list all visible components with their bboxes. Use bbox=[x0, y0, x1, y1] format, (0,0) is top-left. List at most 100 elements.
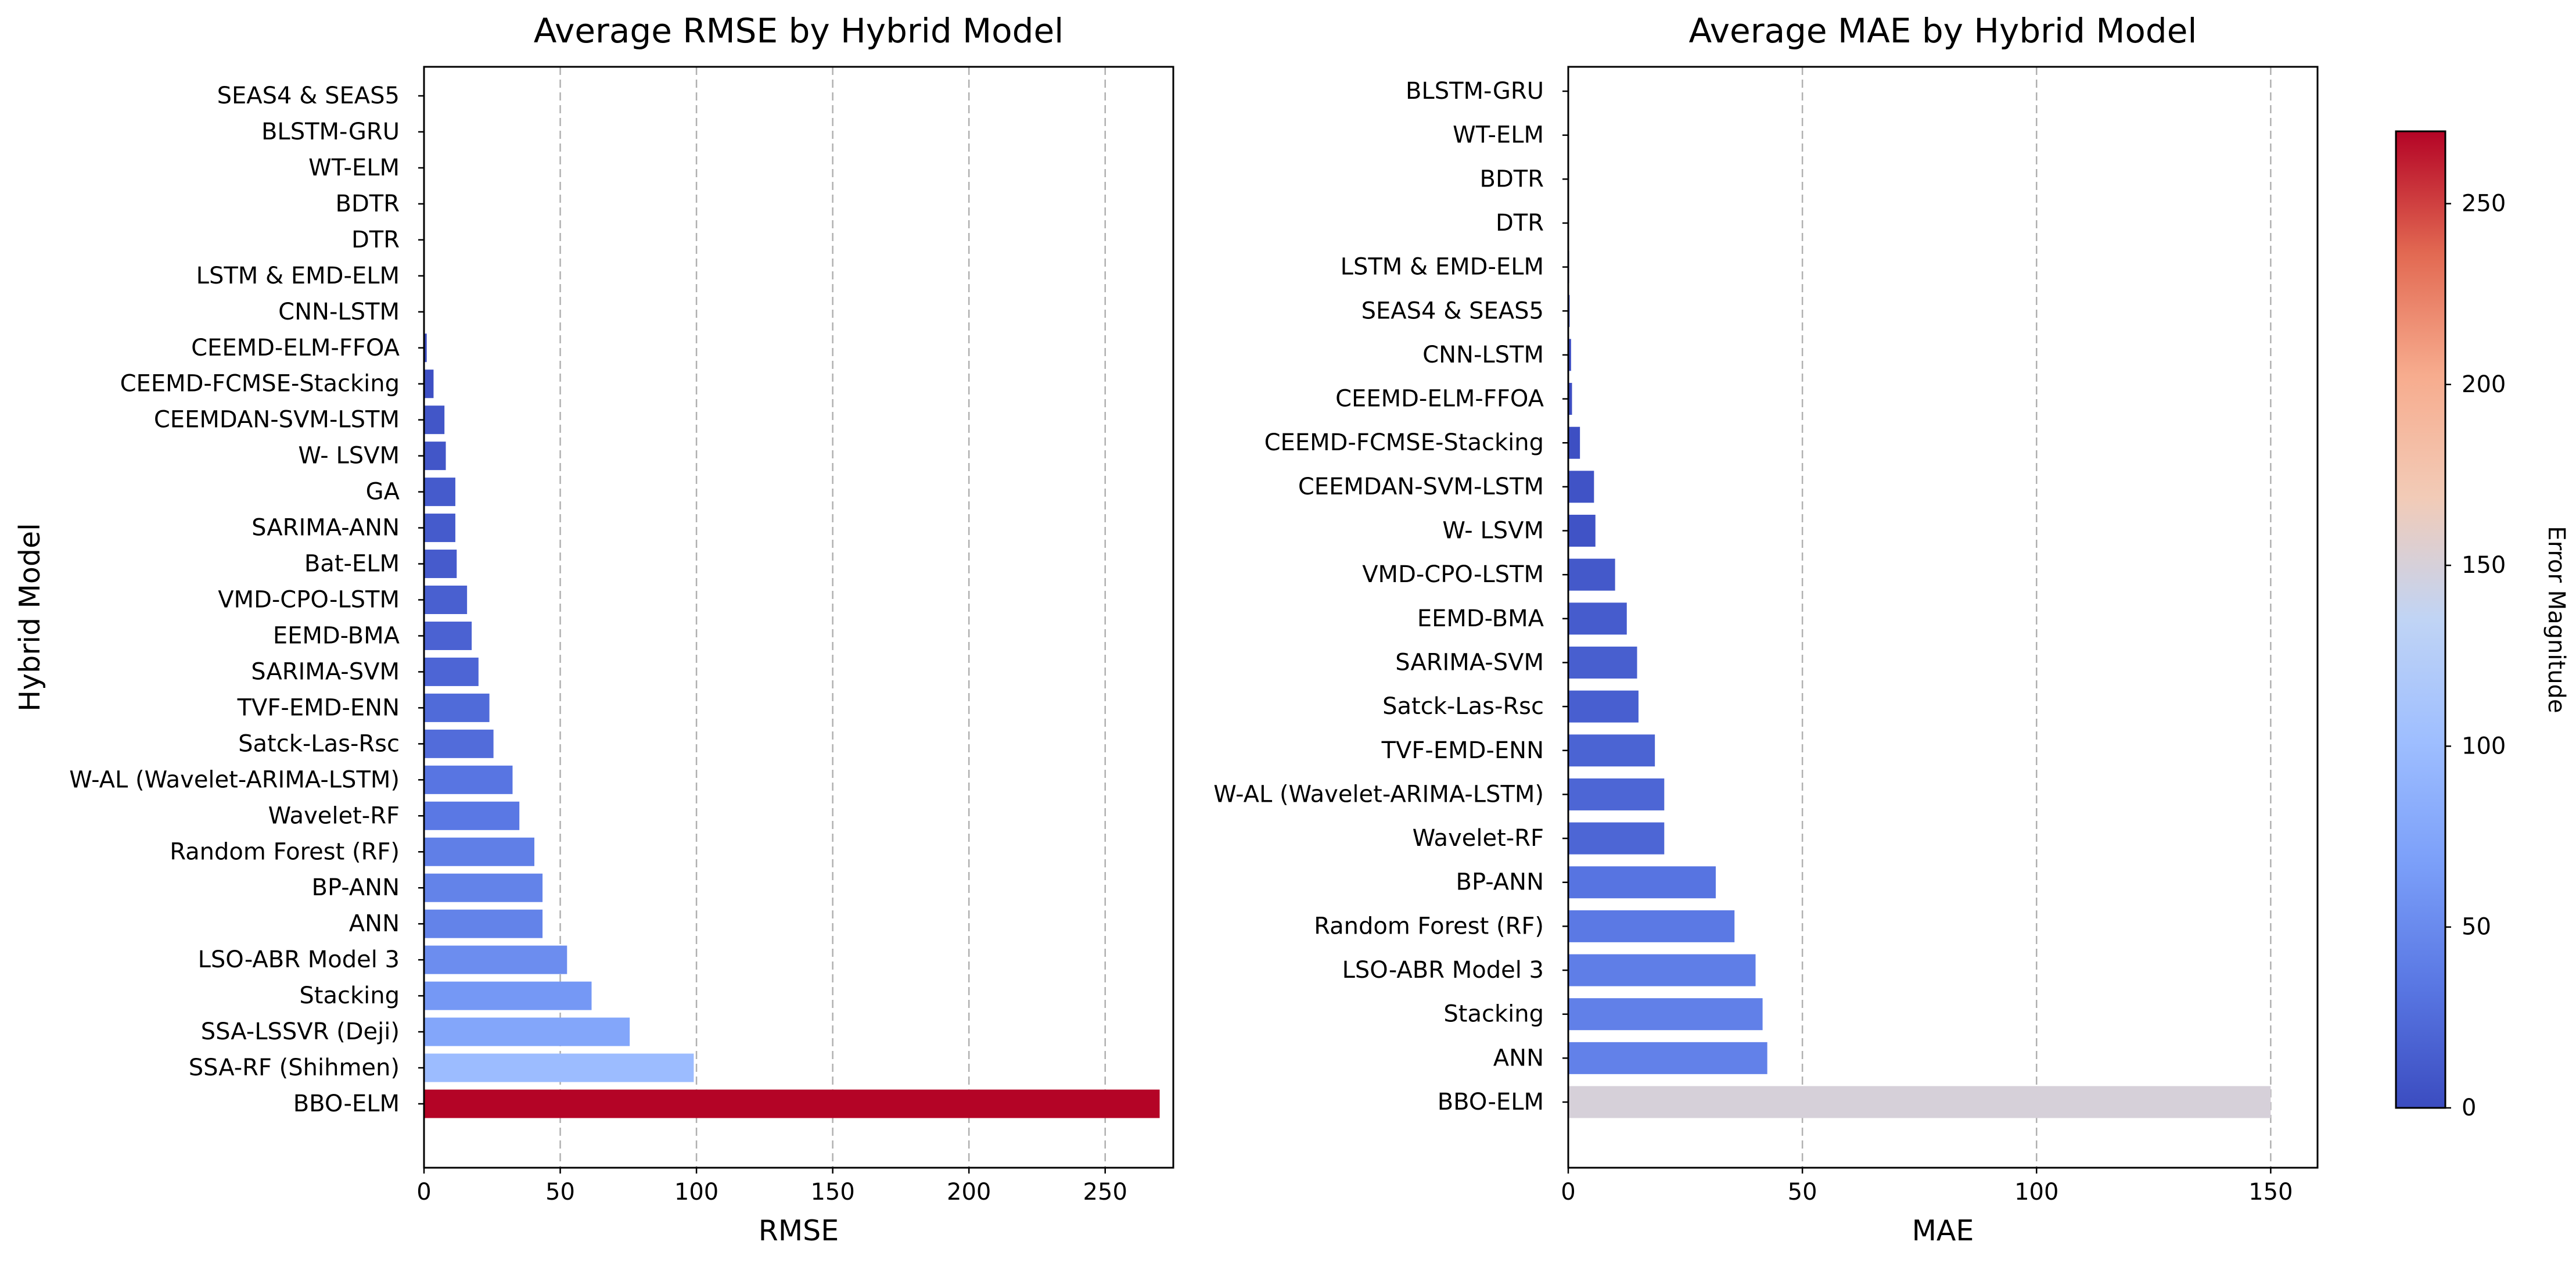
mae-category-label: W-AL (Wavelet-ARIMA-LSTM) bbox=[1213, 781, 1544, 808]
rmse-bar bbox=[424, 514, 455, 543]
rmse-category-label: SSA-LSSVR (Deji) bbox=[201, 1018, 400, 1045]
mae-chart: BBO-ELM ANN Stacking LSO-ABR Model 3 Random … bbox=[1213, 11, 2319, 1247]
colorbar-tick-label: 50 bbox=[2462, 914, 2491, 941]
mae-bar bbox=[1568, 910, 1735, 942]
mae-x-axis-label: MAE bbox=[1912, 1214, 1974, 1247]
colorbar: 0 50 100 150 200 250 Error Magnitude bbox=[2395, 130, 2570, 1121]
rmse-category-label: BLSTM-GRU bbox=[261, 119, 400, 145]
rmse-category-label: EEMD-BMA bbox=[273, 622, 400, 649]
rmse-bar bbox=[424, 657, 479, 686]
rmse-bar bbox=[424, 478, 455, 507]
rmse-xtick-label: 0 bbox=[416, 1179, 431, 1205]
rmse-xtick-label: 150 bbox=[810, 1179, 854, 1205]
mae-bar bbox=[1568, 954, 1756, 986]
mae-bar bbox=[1568, 471, 1594, 503]
rmse-category-label: SSA-RF (Shihmen) bbox=[189, 1054, 400, 1081]
rmse-bar bbox=[424, 693, 490, 722]
rmse-category-label: GA bbox=[366, 479, 400, 505]
rmse-y-axis-label: Hybrid Model bbox=[13, 523, 46, 712]
colorbar-tick-label: 0 bbox=[2462, 1095, 2476, 1121]
mae-plot-frame bbox=[1567, 66, 2319, 1169]
rmse-xtick-label: 250 bbox=[1083, 1179, 1127, 1205]
mae-category-label: W- LSVM bbox=[1442, 518, 1544, 544]
colorbar-tick-label: 100 bbox=[2462, 733, 2506, 759]
mae-xtick-label: 0 bbox=[1561, 1179, 1575, 1205]
rmse-xtick-label: 50 bbox=[545, 1179, 575, 1205]
rmse-category-label: SEAS4 & SEAS5 bbox=[217, 82, 400, 109]
rmse-bar bbox=[424, 1017, 630, 1046]
rmse-bar bbox=[424, 945, 567, 974]
mae-category-label: SEAS4 & SEAS5 bbox=[1361, 297, 1544, 324]
rmse-chart: BBO-ELM SSA-RF (Shihmen) SSA-LSSVR (Deji) S… bbox=[13, 11, 1174, 1247]
rmse-bar bbox=[424, 1089, 1160, 1118]
mae-bar bbox=[1568, 734, 1655, 767]
colorbar-gradient bbox=[2395, 130, 2446, 1109]
colorbar-tick-label: 250 bbox=[2462, 191, 2506, 217]
rmse-bar bbox=[424, 369, 434, 399]
rmse-category-label: SARIMA-SVM bbox=[251, 658, 400, 685]
mae-bar bbox=[1568, 690, 1639, 723]
mae-xtick-label: 100 bbox=[2014, 1179, 2058, 1205]
mae-bar bbox=[1568, 1086, 2271, 1118]
mae-xtick-label: 50 bbox=[1788, 1179, 1817, 1205]
rmse-x-axis-label: RMSE bbox=[759, 1214, 839, 1247]
mae-category-label: WT-ELM bbox=[1453, 122, 1544, 149]
rmse-category-label: BDTR bbox=[336, 191, 400, 217]
rmse-category-label: CNN-LSTM bbox=[278, 299, 400, 325]
mae-bar bbox=[1568, 1042, 1767, 1074]
rmse-bar bbox=[424, 873, 543, 902]
rmse-category-label: Random Forest (RF) bbox=[170, 838, 400, 865]
mae-bar bbox=[1568, 602, 1627, 635]
rmse-bar bbox=[424, 837, 534, 866]
colorbar-label: Error Magnitude bbox=[2543, 526, 2570, 713]
mae-bar bbox=[1568, 515, 1596, 547]
mae-category-label: Stacking bbox=[1443, 1001, 1544, 1028]
rmse-category-label: Bat-ELM bbox=[304, 551, 400, 577]
rmse-category-label: W-AL (Wavelet-ARIMA-LSTM) bbox=[69, 766, 400, 793]
rmse-category-label: LSO-ABR Model 3 bbox=[198, 946, 400, 973]
rmse-bar bbox=[424, 586, 468, 614]
rmse-bar bbox=[424, 801, 520, 830]
mae-xtick-label: 150 bbox=[2248, 1179, 2293, 1205]
rmse-plot-frame bbox=[423, 66, 1174, 1169]
mae-chart-title: Average MAE by Hybrid Model bbox=[1688, 11, 2197, 51]
mae-bar bbox=[1568, 822, 1665, 855]
mae-category-label: BP-ANN bbox=[1456, 869, 1544, 896]
mae-bar bbox=[1568, 339, 1571, 371]
mae-category-label: BBO-ELM bbox=[1438, 1089, 1544, 1115]
rmse-category-label: CEEMDAN-SVM-LSTM bbox=[154, 407, 400, 433]
rmse-category-label: BP-ANN bbox=[312, 874, 400, 901]
rmse-category-label: TVF-EMD-ENN bbox=[237, 694, 400, 721]
mae-category-label: Wavelet-RF bbox=[1413, 825, 1544, 852]
mae-category-label: SARIMA-SVM bbox=[1395, 649, 1544, 676]
rmse-bar bbox=[424, 981, 592, 1010]
rmse-chart-title: Average RMSE by Hybrid Model bbox=[534, 11, 1064, 51]
rmse-category-label: SARIMA-ANN bbox=[252, 515, 400, 541]
colorbar-tick-label: 200 bbox=[2462, 371, 2506, 398]
mae-category-label: LSTM & EMD-ELM bbox=[1341, 254, 1544, 281]
mae-category-label: BLSTM-GRU bbox=[1406, 78, 1544, 105]
mae-bar bbox=[1568, 646, 1637, 679]
mae-category-label: TVF-EMD-ENN bbox=[1381, 737, 1544, 764]
rmse-bar bbox=[424, 442, 446, 471]
mae-bar bbox=[1568, 866, 1716, 899]
rmse-bar bbox=[424, 621, 472, 650]
rmse-bar bbox=[424, 909, 543, 938]
mae-category-label: CEEMD-FCMSE-Stacking bbox=[1264, 429, 1544, 456]
rmse-bar bbox=[424, 333, 427, 363]
rmse-category-label: CEEMD-ELM-FFOA bbox=[191, 335, 400, 361]
rmse-xtick-label: 200 bbox=[947, 1179, 991, 1205]
rmse-bar bbox=[424, 765, 513, 794]
mae-category-label: Random Forest (RF) bbox=[1314, 913, 1544, 939]
mae-category-label: EEMD-BMA bbox=[1417, 605, 1544, 632]
rmse-bar bbox=[424, 729, 494, 758]
mae-category-label: BDTR bbox=[1480, 166, 1544, 192]
rmse-bar bbox=[424, 1053, 694, 1082]
rmse-category-label: BBO-ELM bbox=[293, 1090, 400, 1117]
mae-bar bbox=[1568, 558, 1615, 591]
rmse-category-label: Stacking bbox=[299, 982, 400, 1009]
mae-bar bbox=[1568, 778, 1665, 810]
colorbar-tick-label: 150 bbox=[2462, 552, 2506, 579]
mae-category-label: CNN-LSTM bbox=[1422, 342, 1544, 368]
